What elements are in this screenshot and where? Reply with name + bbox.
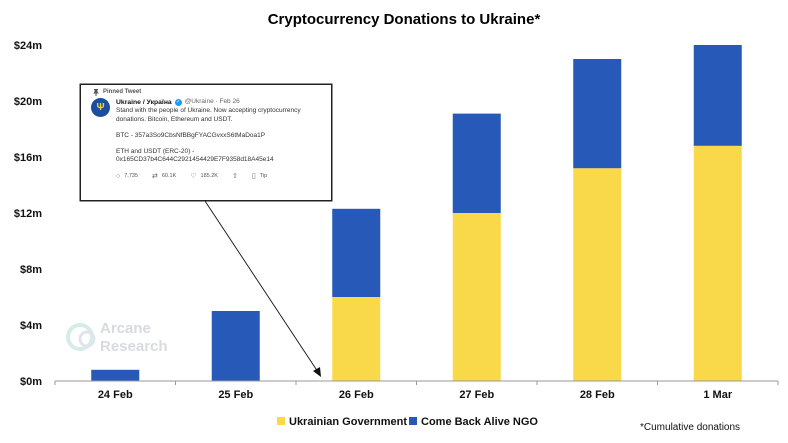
tweet-author-name: Ukraine / Україна xyxy=(116,99,172,107)
y-tick-label: $24m xyxy=(14,40,42,52)
x-tick-label: 24 Feb xyxy=(98,389,133,401)
y-tick-label: $4m xyxy=(20,320,42,332)
pinned-label: Pinned Tweet xyxy=(103,89,142,95)
tip-icon: ▯ xyxy=(251,173,256,181)
legend: Ukrainian Government Come Back Alive NGO xyxy=(277,416,538,428)
x-tick-label: 26 Feb xyxy=(339,389,374,401)
x-tick-label: 28 Feb xyxy=(580,389,615,401)
tweet-eth-label: ETH and USDT (ERC-20) - xyxy=(116,147,195,155)
share-icon: ⇧ xyxy=(231,173,238,181)
legend-swatch-ngo xyxy=(409,417,417,425)
like-icon: ♡ xyxy=(190,173,197,181)
watermark-logo-icon xyxy=(66,323,94,351)
bar-gov xyxy=(452,213,501,381)
bar-ngo xyxy=(91,369,140,381)
pin-icon xyxy=(93,88,99,96)
bar-ngo xyxy=(211,311,260,381)
y-axis: $0m $4m $8m $12m $16m $20m $24m xyxy=(14,40,42,388)
x-axis: 24 Feb 25 Feb 26 Feb 27 Feb 28 Feb 1 Mar xyxy=(54,381,779,401)
verified-badge-icon: ✓ xyxy=(174,99,182,107)
bar-ngo xyxy=(573,59,622,169)
bar-gov xyxy=(693,145,742,381)
y-tick-label: $12m xyxy=(14,208,42,220)
tip-label: Tip xyxy=(259,173,268,180)
tip-action: ▯ Tip xyxy=(252,172,267,181)
y-tick-label: $0m xyxy=(20,376,42,388)
like-action: ♡ 185.2K xyxy=(190,172,218,181)
like-count: 185.2K xyxy=(200,173,218,180)
bar-ngo xyxy=(693,45,742,146)
retweet-count: 60.1K xyxy=(161,173,177,180)
annotation-arrow xyxy=(204,200,319,373)
x-tick-label: 25 Feb xyxy=(218,389,253,401)
retweet-icon: ⇄ xyxy=(152,173,158,181)
bar-gov xyxy=(332,297,381,381)
bar-gov xyxy=(573,168,622,381)
pinned-tweet-card: Pinned Tweet Ψ Ukraine / Україна ✓ @Ukra… xyxy=(80,84,332,201)
y-tick-label: $16m xyxy=(14,152,42,164)
y-tick-label: $20m xyxy=(14,96,42,108)
tweet-handle-date: @Ukraine · Feb 26 xyxy=(184,98,240,106)
x-tick-label: 27 Feb xyxy=(459,389,494,401)
watermark-line1: Arcane xyxy=(100,320,151,337)
legend-label-ngo: Come Back Alive NGO xyxy=(421,416,538,428)
bars xyxy=(91,45,742,381)
tweet-text: Stand with the people of Ukraine. Now ac… xyxy=(116,107,301,124)
trident-icon: Ψ xyxy=(96,101,105,113)
pinned-tweet-header: Pinned Tweet xyxy=(91,88,323,96)
tweet-actions: ○ 7,735 ⇄ 60.1K ♡ 185.2K ⇧ ▯ Tip xyxy=(116,172,323,181)
reply-icon: ○ xyxy=(116,173,121,181)
bar-ngo xyxy=(452,113,501,213)
y-tick-label: $8m xyxy=(20,264,42,276)
tweet-btc-address: BTC - 357a3So9CbsNfBBgFYACGvxxS6tMaDoa1P xyxy=(116,131,266,139)
retweet-action: ⇄ 60.1K xyxy=(152,172,176,181)
x-tick-label: 1 Mar xyxy=(703,389,732,401)
legend-swatch-gov xyxy=(277,417,285,425)
watermark-line2: Research xyxy=(100,338,168,355)
bar-ngo xyxy=(332,208,381,297)
tweet-eth-address: 0x165CD37b4C644C2921454429E7F9358d18A45e… xyxy=(116,156,274,164)
legend-label-gov: Ukrainian Government xyxy=(289,416,407,428)
reply-action: ○ 7,735 xyxy=(116,172,138,181)
reply-count: 7,735 xyxy=(124,173,138,180)
share-action: ⇧ xyxy=(232,172,238,181)
avatar: Ψ xyxy=(91,98,110,118)
arrowhead xyxy=(313,367,321,377)
footnote: *Cumulative donations xyxy=(640,422,740,433)
watermark: Arcane Research xyxy=(66,320,168,355)
chart-title: Cryptocurrency Donations to Ukraine* xyxy=(268,11,541,28)
